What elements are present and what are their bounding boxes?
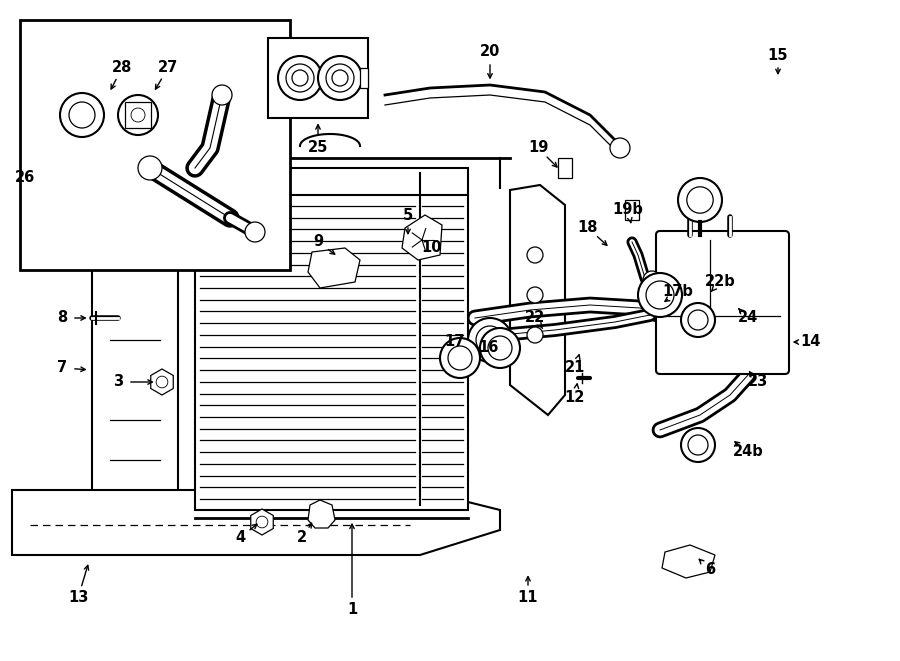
Text: 4: 4	[235, 531, 245, 545]
Circle shape	[126, 103, 150, 127]
Circle shape	[678, 178, 722, 222]
Circle shape	[440, 338, 480, 378]
Circle shape	[638, 273, 682, 317]
Text: 27: 27	[158, 61, 178, 75]
Text: 15: 15	[768, 48, 788, 63]
Bar	[20, 20, 290, 270]
Text: 16: 16	[478, 340, 499, 356]
Circle shape	[480, 328, 520, 368]
Text: 5: 5	[403, 208, 413, 223]
Bar	[125, 102, 151, 128]
Circle shape	[292, 70, 308, 86]
Polygon shape	[510, 185, 565, 415]
Circle shape	[286, 64, 314, 92]
Bar	[558, 158, 572, 178]
Text: 21: 21	[565, 360, 585, 375]
Text: 17: 17	[445, 334, 465, 350]
Circle shape	[527, 287, 543, 303]
Circle shape	[527, 327, 543, 343]
Text: 28: 28	[112, 61, 132, 75]
Circle shape	[60, 93, 104, 137]
Text: 19: 19	[527, 141, 548, 155]
FancyBboxPatch shape	[656, 231, 789, 374]
Text: 22: 22	[525, 311, 545, 325]
Circle shape	[212, 85, 232, 105]
Text: 6: 6	[705, 563, 716, 578]
Bar	[268, 38, 368, 118]
Text: 10: 10	[422, 241, 442, 256]
Text: 13: 13	[68, 590, 88, 605]
Polygon shape	[662, 545, 715, 578]
Polygon shape	[308, 500, 335, 528]
Circle shape	[681, 303, 715, 337]
Text: 1: 1	[346, 602, 357, 617]
Circle shape	[245, 222, 265, 242]
Circle shape	[138, 156, 162, 180]
Polygon shape	[402, 215, 442, 260]
Text: 3: 3	[112, 375, 123, 389]
Text: 24b: 24b	[733, 444, 763, 459]
Circle shape	[318, 56, 362, 100]
Bar	[360, 68, 368, 88]
Bar	[625, 200, 639, 220]
Circle shape	[488, 336, 512, 360]
Circle shape	[687, 187, 713, 214]
Text: 7: 7	[57, 360, 68, 375]
Text: 17b: 17b	[662, 284, 693, 299]
Circle shape	[69, 102, 95, 128]
Circle shape	[643, 271, 661, 289]
Text: 18: 18	[578, 221, 599, 235]
Text: 20: 20	[480, 44, 500, 59]
Polygon shape	[308, 248, 360, 288]
Circle shape	[688, 435, 708, 455]
Text: 11: 11	[518, 590, 538, 605]
Text: 22b: 22b	[705, 274, 735, 290]
Text: 23: 23	[748, 375, 768, 389]
Circle shape	[332, 70, 348, 86]
Circle shape	[326, 64, 354, 92]
Text: 2: 2	[297, 531, 307, 545]
Circle shape	[131, 108, 145, 122]
Text: 19b: 19b	[613, 202, 644, 217]
Polygon shape	[12, 490, 500, 555]
Circle shape	[610, 138, 630, 158]
Text: 24: 24	[738, 311, 758, 325]
Text: 12: 12	[565, 391, 585, 405]
Polygon shape	[92, 195, 178, 510]
Text: 9: 9	[313, 235, 323, 249]
Text: 8: 8	[57, 311, 68, 325]
Circle shape	[476, 326, 504, 354]
Text: 25: 25	[308, 141, 328, 155]
Polygon shape	[251, 509, 274, 535]
Circle shape	[688, 310, 708, 330]
Circle shape	[118, 95, 158, 135]
Circle shape	[527, 247, 543, 263]
Circle shape	[157, 376, 167, 388]
Polygon shape	[150, 369, 174, 395]
Circle shape	[468, 318, 512, 362]
Bar	[195, 168, 468, 510]
Circle shape	[448, 346, 472, 370]
Circle shape	[278, 56, 322, 100]
Circle shape	[256, 516, 268, 528]
Circle shape	[646, 281, 674, 309]
Text: 26: 26	[15, 171, 35, 186]
Text: 14: 14	[800, 334, 820, 350]
Circle shape	[681, 428, 715, 462]
